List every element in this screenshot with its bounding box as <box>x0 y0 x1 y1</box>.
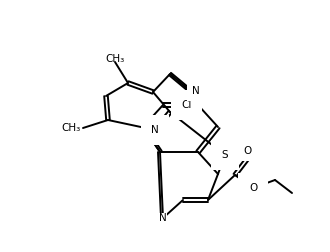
Text: N: N <box>192 86 200 96</box>
Text: CH₃: CH₃ <box>105 54 125 64</box>
Text: CH₃: CH₃ <box>62 123 81 133</box>
Text: O: O <box>249 183 257 193</box>
Text: O: O <box>244 146 252 156</box>
Text: N: N <box>159 213 167 223</box>
Text: S: S <box>222 150 228 160</box>
Text: N: N <box>151 125 159 135</box>
Text: Cl: Cl <box>182 100 192 110</box>
